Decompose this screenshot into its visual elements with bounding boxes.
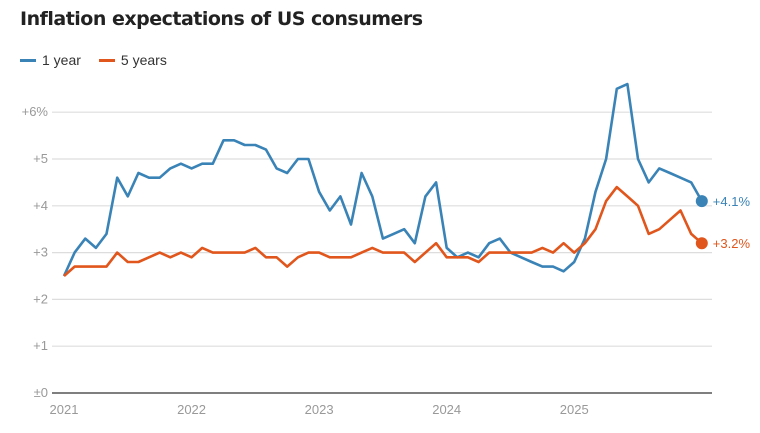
y-tick-label: +3 <box>33 245 48 260</box>
legend-swatch-1-year <box>20 58 36 62</box>
legend-label-5-years: 5 years <box>120 52 167 68</box>
chart-title: Inflation expectations of US consumers <box>20 8 423 30</box>
y-tick-label: +4 <box>33 198 48 213</box>
legend: 1 year 5 years <box>20 52 167 68</box>
end-label-5-years: +3.2% <box>713 236 751 251</box>
end-label-1-year: +4.1% <box>713 194 751 209</box>
x-tick-label: 2022 <box>177 402 206 417</box>
y-tick-label: ±0 <box>34 385 48 400</box>
end-point-5-years <box>695 237 708 250</box>
y-tick-label: +6% <box>22 104 49 119</box>
legend-item-1-year: 1 year <box>20 52 81 68</box>
x-tick-label: 2024 <box>432 402 461 417</box>
x-tick-label: 2021 <box>50 402 79 417</box>
y-tick-label: +5 <box>33 151 48 166</box>
y-tick-label: +2 <box>33 291 48 306</box>
series-line-1-year <box>62 82 703 277</box>
x-tick-label: 2023 <box>305 402 334 417</box>
end-point-1-year <box>695 195 708 208</box>
legend-swatch-5-years <box>98 58 115 62</box>
y-tick-label: +1 <box>33 338 48 353</box>
series-line-5-years <box>63 185 703 277</box>
x-tick-label: 2025 <box>560 402 589 417</box>
legend-item-5-years: 5 years <box>98 52 167 68</box>
legend-label-1-year: 1 year <box>42 52 81 68</box>
